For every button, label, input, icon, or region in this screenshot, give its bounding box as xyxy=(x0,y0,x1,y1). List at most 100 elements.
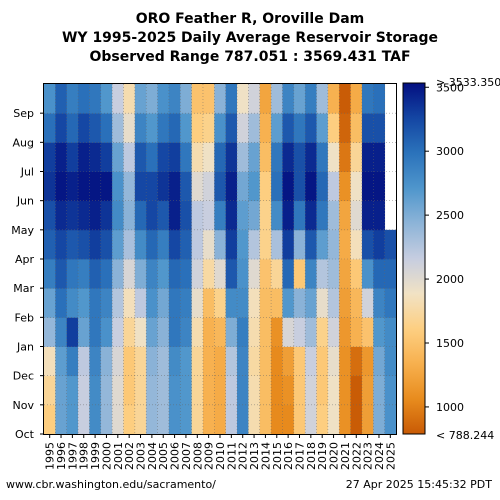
heatmap-cell xyxy=(305,346,317,377)
heatmap-cell xyxy=(168,259,181,289)
heatmap-cell xyxy=(316,200,329,231)
heatmap-cell xyxy=(89,346,102,377)
heatmap-cell xyxy=(78,259,90,289)
y-tick-label: Apr xyxy=(15,253,35,266)
x-tick-label: 2005 xyxy=(157,442,170,470)
heatmap-cell xyxy=(44,229,56,260)
heatmap-cell xyxy=(373,113,386,143)
heatmap-cell xyxy=(373,346,386,377)
heatmap-cell xyxy=(373,84,386,114)
heatmap-cell xyxy=(225,259,238,289)
heatmap-cell xyxy=(384,375,397,406)
chart-subtitle: WY 1995-2025 Daily Average Reservoir Sto… xyxy=(61,30,439,46)
heatmap-cell xyxy=(78,288,90,318)
heatmap-cell xyxy=(282,142,295,172)
heatmap-cell xyxy=(55,346,68,377)
colorbar-min-label: < 788.244 xyxy=(436,429,494,442)
heatmap-cell xyxy=(282,229,295,260)
heatmap-cell xyxy=(339,317,351,347)
x-tick-label: 2018 xyxy=(305,442,318,470)
heatmap-cell xyxy=(146,200,158,231)
heatmap-cell xyxy=(248,229,261,260)
heatmap-cell xyxy=(225,84,238,114)
heatmap-cell xyxy=(259,259,272,289)
heatmap-cell xyxy=(44,404,56,435)
y-tick-label: Mar xyxy=(13,282,34,295)
heatmap-cell xyxy=(146,113,158,143)
heatmap-cell xyxy=(316,84,329,114)
heatmap-cell xyxy=(316,288,329,318)
heatmap-cell xyxy=(123,346,136,377)
heatmap-cell xyxy=(44,259,56,289)
heatmap-cell xyxy=(384,259,397,289)
heatmap-cell xyxy=(180,229,193,260)
heatmap-cell xyxy=(55,288,68,318)
heatmap-cell xyxy=(339,375,351,406)
heatmap-cell xyxy=(89,404,102,435)
heatmap-cell xyxy=(157,200,170,231)
heatmap-cell xyxy=(55,200,68,231)
source-url[interactable]: www.cbr.washington.edu/sacramento/ xyxy=(6,478,216,491)
heatmap-cell xyxy=(225,346,238,377)
y-tick-label: Oct xyxy=(15,428,35,441)
heatmap-cell xyxy=(202,171,215,202)
heatmap-cell xyxy=(78,404,90,435)
heatmap-cell xyxy=(66,113,79,143)
heatmap-cell xyxy=(100,229,113,260)
heatmap-cell xyxy=(89,84,102,114)
heatmap-cell xyxy=(225,229,238,260)
heatmap-cell xyxy=(350,113,363,143)
heatmap-cell xyxy=(384,346,397,377)
heatmap-cell xyxy=(293,317,306,347)
heatmap-cell xyxy=(305,142,317,172)
x-tick-label: 2009 xyxy=(203,442,216,470)
heatmap-cell xyxy=(146,84,158,114)
heatmap-cell xyxy=(55,259,68,289)
heatmap-cell xyxy=(305,375,317,406)
heatmap-cell xyxy=(327,113,340,143)
y-tick-label: Feb xyxy=(15,311,34,324)
heatmap-cell xyxy=(282,346,295,377)
heatmap-cell xyxy=(271,113,283,143)
heatmap-cell xyxy=(55,404,68,435)
heatmap-cell xyxy=(327,200,340,231)
heatmap-cell xyxy=(112,259,124,289)
heatmap-cell xyxy=(214,317,227,347)
x-tick-label: 2020 xyxy=(328,442,341,470)
heatmap-cell xyxy=(327,142,340,172)
heatmap-cell xyxy=(157,288,170,318)
heatmap-cell xyxy=(248,142,261,172)
heatmap-cell xyxy=(66,346,79,377)
heatmap-cell xyxy=(327,404,340,435)
heatmap-cell xyxy=(237,259,249,289)
heatmap-cell xyxy=(66,259,79,289)
heatmap-cell xyxy=(157,259,170,289)
heatmap-cell xyxy=(373,259,386,289)
heatmap-cell xyxy=(191,404,204,435)
heatmap-cell xyxy=(100,259,113,289)
heatmap-cell xyxy=(180,142,193,172)
y-tick-label: Nov xyxy=(13,399,35,412)
heatmap-cell xyxy=(180,346,193,377)
heatmap-cell xyxy=(44,317,56,347)
heatmap-cell xyxy=(327,317,340,347)
heatmap-cell xyxy=(112,171,124,202)
heatmap-cell xyxy=(259,317,272,347)
heatmap-cell xyxy=(225,404,238,435)
heatmap-cell xyxy=(237,317,249,347)
heatmap-cell xyxy=(191,375,204,406)
heatmap-cell xyxy=(123,404,136,435)
heatmap-cell xyxy=(339,171,351,202)
heatmap-cell xyxy=(259,375,272,406)
heatmap-cell xyxy=(305,84,317,114)
heatmap-cell xyxy=(180,171,193,202)
colorbar-tick-label: 1500 xyxy=(436,337,464,350)
heatmap-cell xyxy=(157,113,170,143)
heatmap-cell xyxy=(361,142,374,172)
heatmap-cell xyxy=(100,200,113,231)
heatmap-cell xyxy=(134,84,147,114)
heatmap-cell xyxy=(248,288,261,318)
heatmap-cell xyxy=(248,346,261,377)
heatmap-cell xyxy=(134,288,147,318)
y-tick-label: May xyxy=(11,224,34,237)
